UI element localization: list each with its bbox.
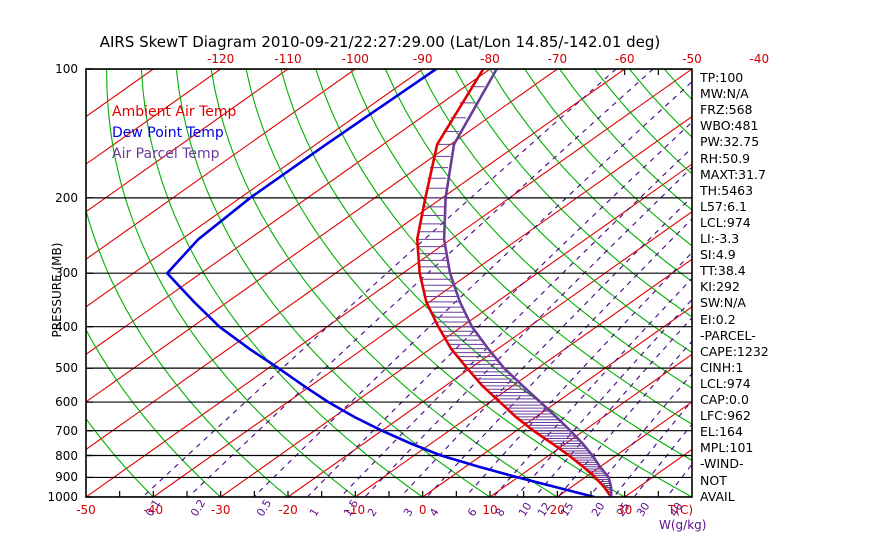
top-temp-tick: -50 xyxy=(682,52,702,66)
legend-item-1: Ambient Air Temp xyxy=(112,104,237,120)
info-row: TP:100 xyxy=(700,70,744,85)
info-row: TH:5463 xyxy=(700,182,754,198)
top-temp-tick: -100 xyxy=(341,52,369,66)
legend-item-2: Dew Point Temp xyxy=(112,125,224,141)
info-row: MW:N/A xyxy=(700,86,749,102)
pressure-tick: 200 xyxy=(55,190,78,205)
pressure-tick: 600 xyxy=(55,395,78,409)
pressure-tick: 1000 xyxy=(47,490,78,504)
info-row: AVAIL xyxy=(700,488,735,504)
top-temp-tick: -110 xyxy=(274,52,302,66)
pressure-tick: 900 xyxy=(55,470,78,485)
info-row: EI:0.2 xyxy=(700,311,736,327)
top-temp-tick: -40 xyxy=(749,52,770,66)
info-row: MAXT:31.7 xyxy=(700,166,766,182)
info-row: KI:292 xyxy=(700,279,740,295)
temp-axis-label: T(C) xyxy=(668,503,694,517)
top-temp-tick: -80 xyxy=(480,52,500,66)
info-row: -WIND- xyxy=(700,456,744,472)
bottom-temp-tick: -20 xyxy=(278,503,298,517)
mixing-axis-label: W(g/kg) xyxy=(659,518,707,532)
pressure-tick: 800 xyxy=(55,448,78,463)
info-row: LFC:962 xyxy=(700,408,751,424)
info-row: FRZ:568 xyxy=(700,102,753,118)
page-title: AIRS SkewT Diagram 2010-09-21/22:27:29.0… xyxy=(99,33,661,51)
info-row: RH:50.9 xyxy=(700,150,751,166)
bottom-temp-tick: 0 xyxy=(418,503,427,517)
info-row: NOT xyxy=(700,472,727,488)
info-row: SW:N/A xyxy=(700,295,746,311)
info-row: PW:32.75 xyxy=(700,134,760,150)
top-temp-tick: -90 xyxy=(412,52,433,66)
bottom-temp-tick: -30 xyxy=(210,503,231,517)
info-row: CINH:1 xyxy=(700,359,744,375)
info-row: EL:164 xyxy=(700,424,743,440)
bottom-temp-tick: -50 xyxy=(76,503,96,517)
top-temp-tick: -60 xyxy=(614,52,635,66)
bottom-temp-tick: 30 xyxy=(617,503,633,517)
info-row: CAPE:1232 xyxy=(700,343,769,359)
info-row: LCL:974 xyxy=(700,214,751,230)
info-row: CAP:0.0 xyxy=(700,392,749,407)
info-row: LI:-3.3 xyxy=(700,231,740,246)
pressure-tick: 100 xyxy=(55,62,78,76)
info-row: LCL:974 xyxy=(700,375,751,391)
bottom-temp-tick: -10 xyxy=(345,503,366,517)
info-row: TT:38.4 xyxy=(700,263,746,279)
pressure-tick: 500 xyxy=(55,361,78,376)
bottom-temp-tick: 10 xyxy=(482,503,498,517)
info-row: MPL:101 xyxy=(700,440,754,456)
pressure-tick: 300 xyxy=(55,266,78,281)
bottom-temp-tick: 20 xyxy=(549,503,565,517)
info-row: -PARCEL- xyxy=(700,327,756,343)
pressure-tick: 400 xyxy=(55,319,78,334)
pressure-axis-label: PRESSURE (MB) xyxy=(50,242,64,338)
info-row: SI:4.9 xyxy=(700,247,736,263)
legend-item-3: Air Parcel Temp xyxy=(112,146,220,162)
info-row: L57:6.1 xyxy=(700,198,747,214)
bottom-temp-tick: -40 xyxy=(143,503,164,517)
top-temp-tick: -120 xyxy=(207,52,235,66)
pressure-tick: 700 xyxy=(55,423,78,438)
top-temp-tick: -70 xyxy=(547,52,568,66)
info-row: WBO:481 xyxy=(700,118,759,134)
